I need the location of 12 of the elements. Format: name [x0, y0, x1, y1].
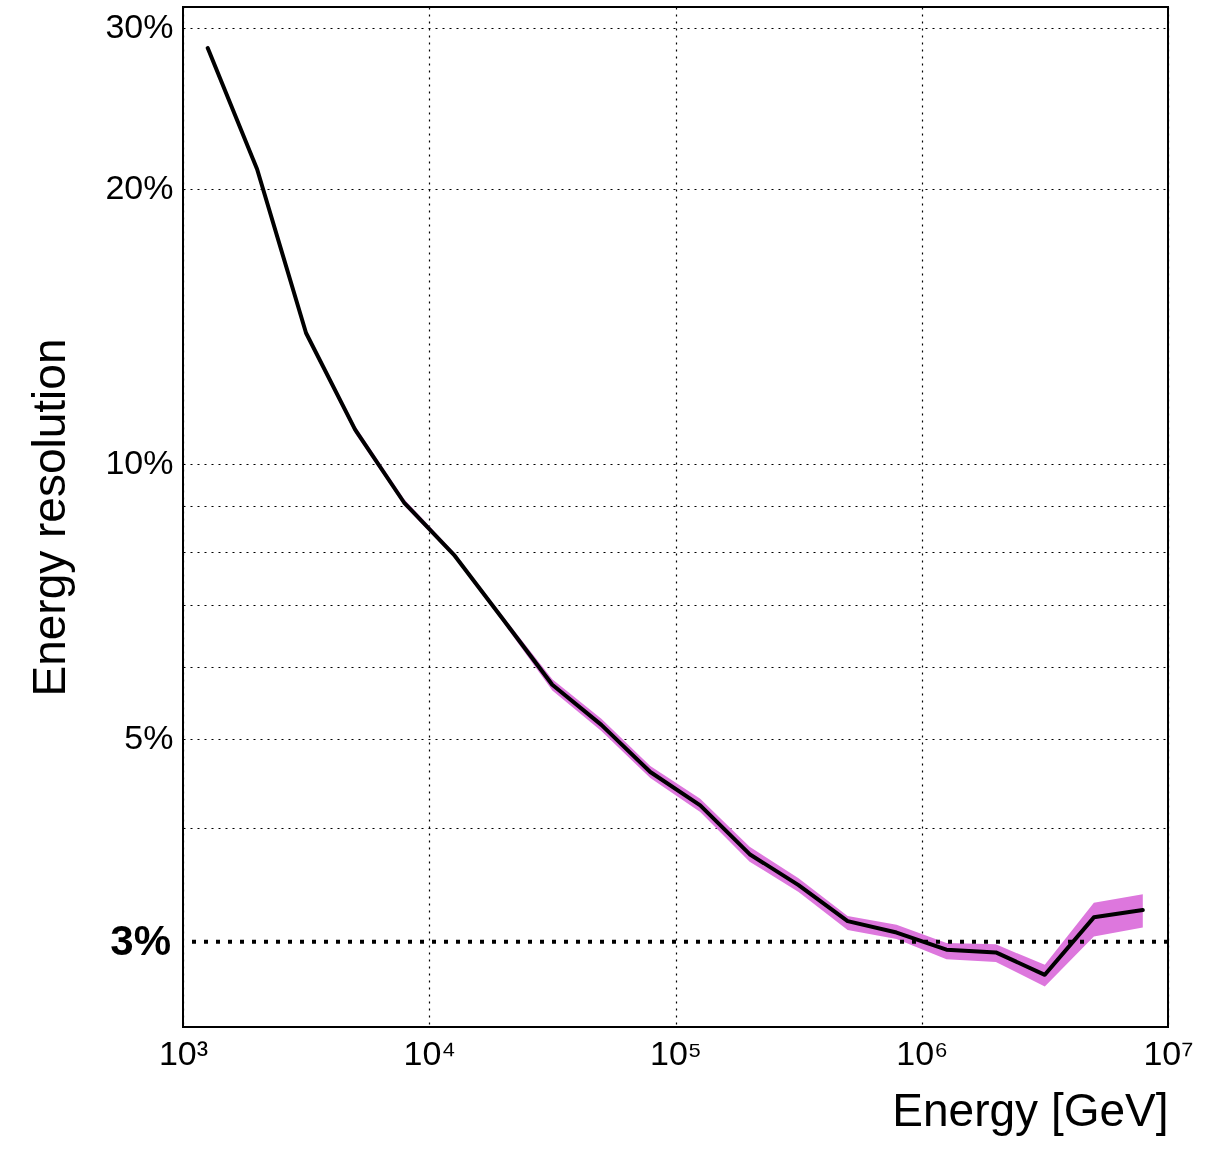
y-tick-label: 30%	[105, 7, 174, 46]
x-tick-label: 10⁷	[1143, 1033, 1194, 1072]
y-axis-title: Energy resolution	[23, 338, 76, 697]
x-axis-title: Energy [GeV]	[892, 1083, 1169, 1136]
y-tick-label: 10%	[105, 443, 174, 482]
x-tick-label: 10³	[158, 1033, 209, 1072]
x-tick-label: 10⁶	[896, 1033, 949, 1072]
x-tick-label: 10⁵	[650, 1033, 702, 1072]
y-tick-label: 20%	[105, 168, 174, 207]
ref-line-label: 3%	[110, 916, 171, 964]
y-tick-label: 5%	[124, 718, 174, 757]
x-tick-label: 10⁴	[403, 1033, 456, 1072]
